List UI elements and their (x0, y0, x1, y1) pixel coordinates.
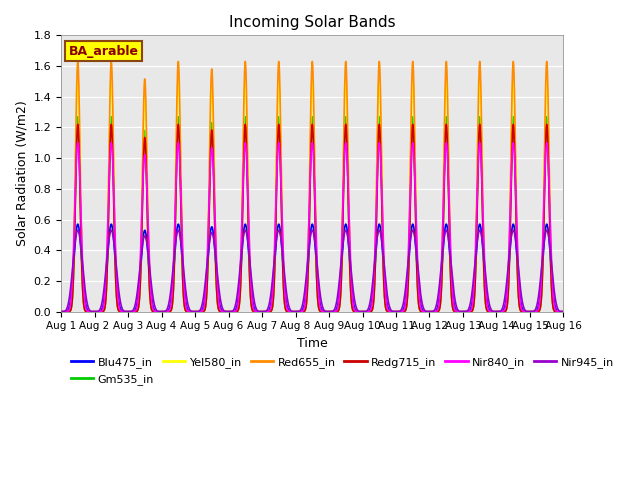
Nir945_in (164, 302, 172, 308)
Line: Yel580_in: Yel580_in (61, 78, 563, 312)
Blu475_in (381, 286, 389, 292)
Blu475_in (57, 309, 65, 314)
Redg715_in (57, 309, 65, 314)
Gm535_in (74, 114, 82, 120)
Gm535_in (559, 309, 567, 314)
Red655_in (57, 309, 65, 314)
Nir945_in (74, 228, 82, 233)
Line: Gm535_in: Gm535_in (61, 117, 563, 312)
Line: Redg715_in: Redg715_in (61, 124, 563, 312)
Gm535_in (164, 309, 172, 314)
Red655_in (452, 309, 460, 314)
Yel580_in (558, 309, 566, 314)
Text: BA_arable: BA_arable (68, 45, 139, 58)
Blu475_in (159, 309, 167, 314)
Nir945_in (452, 304, 460, 310)
Red655_in (381, 300, 389, 306)
Line: Nir840_in: Nir840_in (61, 143, 563, 312)
Redg715_in (559, 309, 567, 314)
Yel580_in (74, 75, 82, 81)
Blu475_in (164, 307, 172, 313)
Blu475_in (558, 309, 566, 314)
Line: Red655_in: Red655_in (61, 61, 563, 312)
Nir840_in (164, 308, 172, 314)
Nir945_in (245, 251, 253, 257)
Yel580_in (452, 309, 460, 314)
Legend: Blu475_in, Gm535_in, Yel580_in, Red655_in, Redg715_in, Nir840_in, Nir945_in: Blu475_in, Gm535_in, Yel580_in, Red655_i… (67, 353, 618, 389)
Blu475_in (559, 309, 567, 314)
Gm535_in (159, 309, 167, 314)
Nir840_in (452, 309, 460, 314)
Red655_in (74, 59, 82, 64)
Nir840_in (381, 286, 389, 292)
Nir840_in (159, 309, 167, 314)
Blu475_in (245, 258, 253, 264)
Gm535_in (245, 260, 253, 265)
Redg715_in (558, 309, 566, 314)
Blu475_in (452, 308, 460, 313)
Gm535_in (57, 309, 65, 314)
Nir840_in (57, 309, 65, 314)
Line: Blu475_in: Blu475_in (61, 224, 563, 312)
Yel580_in (159, 309, 167, 314)
Nir945_in (159, 309, 167, 314)
Redg715_in (381, 302, 389, 308)
Red655_in (559, 309, 567, 314)
Yel580_in (245, 250, 253, 256)
Red655_in (164, 309, 172, 314)
Yel580_in (164, 309, 172, 314)
Nir840_in (558, 309, 566, 314)
Red655_in (245, 246, 253, 252)
Redg715_in (74, 121, 82, 127)
Red655_in (159, 309, 167, 314)
Nir840_in (74, 140, 82, 145)
X-axis label: Time: Time (297, 337, 328, 350)
Redg715_in (245, 262, 253, 267)
Nir945_in (381, 274, 389, 279)
Yel580_in (381, 300, 389, 306)
Yel580_in (559, 309, 567, 314)
Nir840_in (559, 309, 567, 314)
Nir840_in (245, 235, 253, 240)
Title: Incoming Solar Bands: Incoming Solar Bands (229, 15, 396, 30)
Nir945_in (558, 309, 566, 314)
Nir945_in (57, 309, 65, 314)
Gm535_in (558, 309, 566, 314)
Blu475_in (74, 221, 82, 227)
Redg715_in (159, 309, 167, 314)
Redg715_in (164, 309, 172, 314)
Line: Nir945_in: Nir945_in (61, 230, 563, 312)
Gm535_in (452, 309, 460, 314)
Y-axis label: Solar Radiation (W/m2): Solar Radiation (W/m2) (15, 101, 28, 246)
Nir945_in (559, 309, 567, 314)
Redg715_in (452, 309, 460, 314)
Gm535_in (381, 302, 389, 308)
Yel580_in (57, 309, 65, 314)
Red655_in (558, 309, 566, 314)
